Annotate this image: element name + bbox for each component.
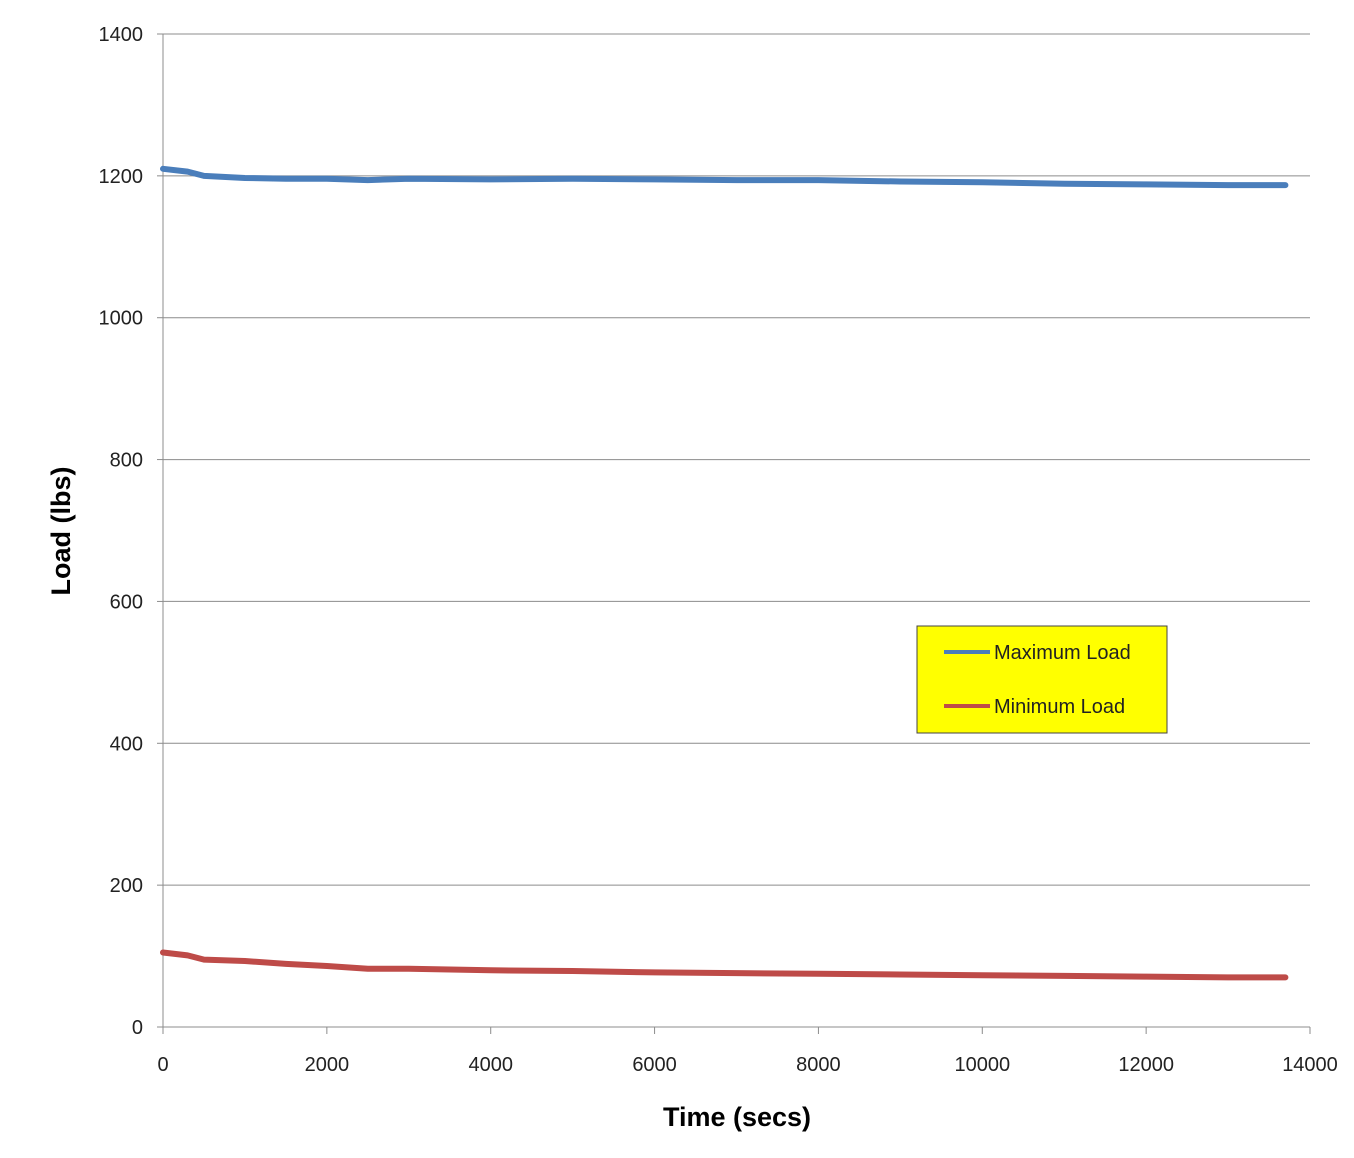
series-line-maximum-load (160, 165, 1289, 189)
y-tick-label-600: 600 (110, 591, 143, 613)
x-tick-label-2000: 2000 (305, 1054, 350, 1076)
y-tick-label-0: 0 (132, 1017, 143, 1039)
series (160, 165, 1289, 981)
legend-label-maximum-load: Maximum Load (994, 642, 1131, 664)
y-tick-label-1400: 1400 (99, 24, 144, 46)
y-tick-label-400: 400 (110, 733, 143, 755)
x-tick-label-12000: 12000 (1118, 1054, 1174, 1076)
y-tick-label-200: 200 (110, 875, 143, 897)
legend: Maximum Load Minimum Load (916, 625, 1168, 734)
x-tick-label-6000: 6000 (632, 1054, 677, 1076)
x-tick-label-14000: 14000 (1282, 1054, 1338, 1076)
y-tick-label-800: 800 (110, 450, 143, 472)
x-tick-label-0: 0 (157, 1054, 168, 1076)
x-axis-title: Time (secs) (663, 1102, 811, 1132)
y-axis-title: Load (lbs) (46, 467, 76, 596)
x-tick-label-4000: 4000 (468, 1054, 513, 1076)
x-tick-label-10000: 10000 (954, 1054, 1010, 1076)
y-tick-label-1200: 1200 (99, 166, 144, 188)
legend-box (916, 625, 1168, 734)
axes (157, 33, 1311, 1034)
grid-lines (163, 33, 1310, 886)
y-tick-label-1000: 1000 (99, 308, 144, 330)
series-line-minimum-load (160, 949, 1289, 981)
legend-label-minimum-load: Minimum Load (994, 696, 1125, 718)
x-tick-label-8000: 8000 (796, 1054, 841, 1076)
